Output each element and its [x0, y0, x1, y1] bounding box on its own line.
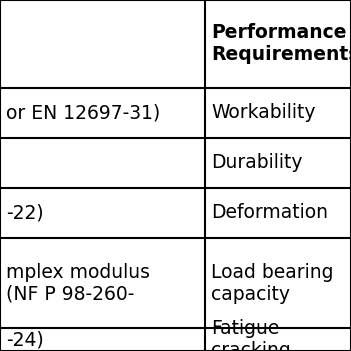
- Text: -22): -22): [6, 204, 44, 223]
- Text: Performance
Requirements: Performance Requirements: [211, 24, 351, 65]
- Text: or EN 12697-31): or EN 12697-31): [6, 104, 160, 122]
- Text: mplex modulus
(NF P 98-260-: mplex modulus (NF P 98-260-: [6, 263, 150, 304]
- Text: Load bearing
capacity: Load bearing capacity: [211, 263, 333, 304]
- Text: Deformation: Deformation: [211, 204, 328, 223]
- Text: Workability: Workability: [211, 104, 316, 122]
- Text: -24): -24): [6, 330, 44, 349]
- Text: Durability: Durability: [211, 153, 303, 172]
- Text: Fatigue
cracking: Fatigue cracking: [211, 319, 291, 351]
